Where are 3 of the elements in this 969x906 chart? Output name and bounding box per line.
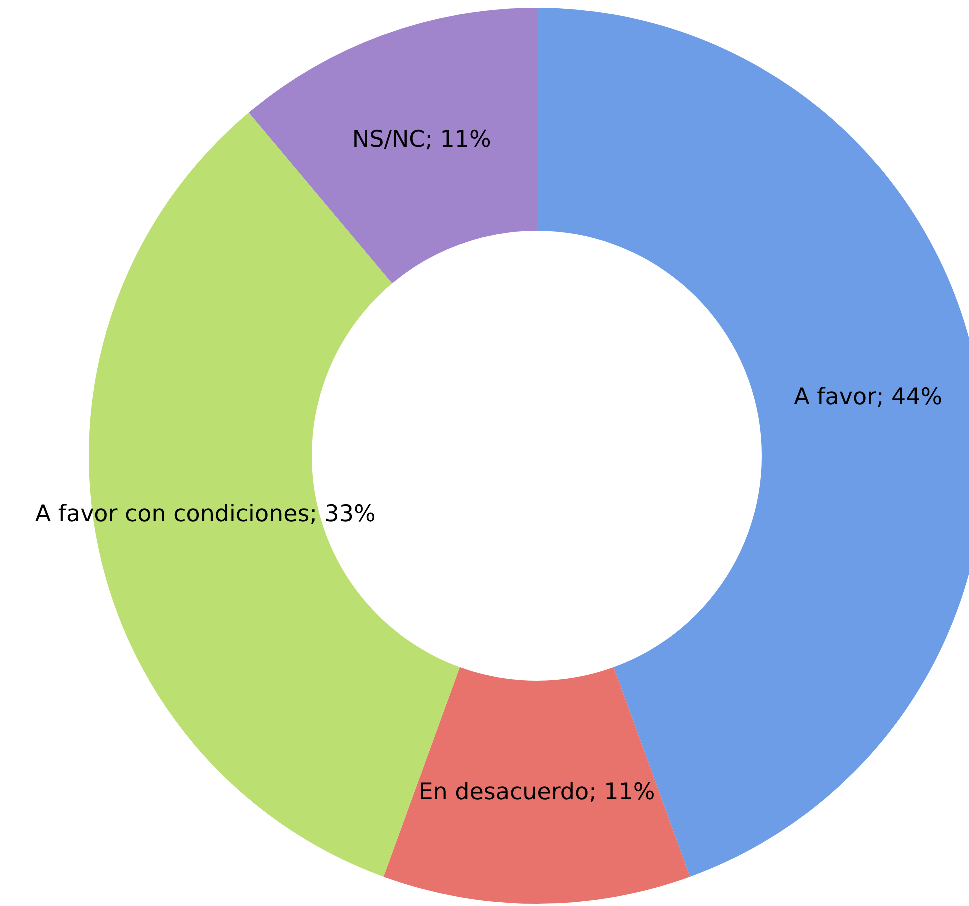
slice-label: En desacuerdo; 11% (418, 780, 656, 806)
slice-label: A favor; 44% (794, 384, 943, 411)
slice-label: NS/NC; 11% (352, 126, 492, 153)
